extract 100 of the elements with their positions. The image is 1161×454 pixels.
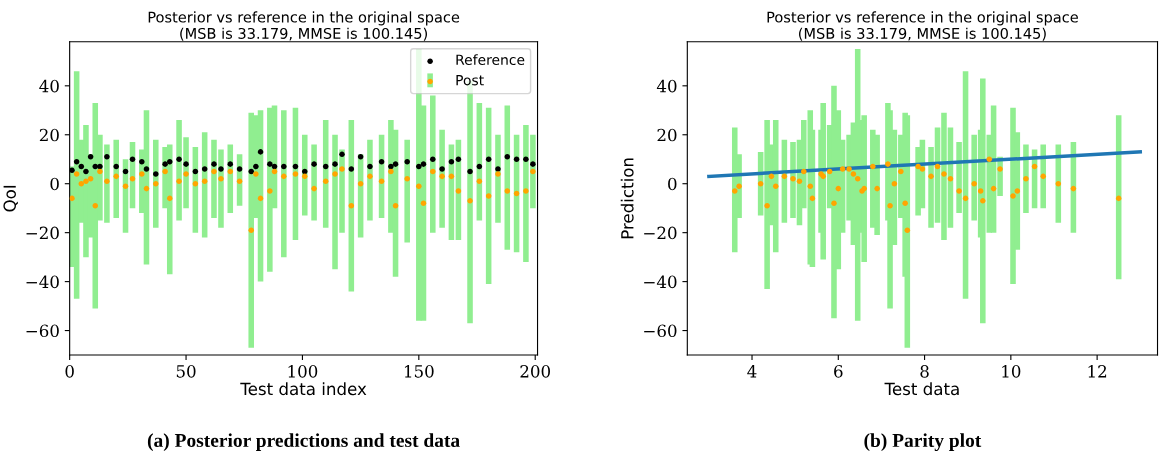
point [928, 173, 934, 180]
point [947, 176, 954, 182]
point [367, 163, 373, 170]
point [887, 202, 893, 209]
x-tick-label: 8 [920, 365, 929, 378]
point [143, 166, 150, 172]
point [113, 163, 119, 170]
x-tick-label: 50 [176, 365, 196, 378]
point [139, 171, 145, 177]
point [253, 171, 259, 177]
point [236, 166, 243, 172]
y-tick-label: 0 [50, 177, 59, 191]
point [455, 188, 462, 194]
point [339, 151, 345, 158]
point [455, 156, 462, 163]
x-tick-label: 0 [65, 365, 74, 378]
point [367, 173, 373, 180]
point [201, 166, 208, 172]
point [854, 176, 861, 182]
point [801, 168, 807, 175]
chart-title: Posterior vs reference in the original space (MSB is 33.179, MMSE is 100.145) [148, 11, 460, 41]
point [153, 180, 159, 187]
point [962, 195, 969, 202]
point [420, 161, 427, 167]
point [339, 166, 345, 172]
point [129, 156, 136, 163]
y-tick-label: −60 [644, 324, 677, 338]
point [176, 156, 182, 163]
point [73, 171, 80, 177]
point [476, 163, 483, 170]
point [495, 171, 501, 177]
x-axis-title: Test data [884, 382, 959, 396]
point [504, 188, 511, 194]
point [1115, 195, 1122, 202]
point [809, 195, 816, 202]
point [73, 158, 80, 165]
point [826, 168, 833, 175]
point [388, 168, 394, 175]
point [772, 183, 779, 189]
point [166, 195, 173, 202]
point [530, 168, 536, 175]
point [332, 171, 338, 177]
point [495, 166, 501, 172]
point [485, 193, 492, 199]
x-tick-label: 150 [404, 365, 434, 378]
point [404, 176, 410, 182]
point [831, 200, 837, 207]
point [218, 176, 224, 182]
y-tick-label: 0 [668, 177, 677, 191]
point [807, 183, 814, 189]
y-tick-label: −20 [26, 226, 59, 240]
point [448, 158, 455, 165]
x-tick-label: 12 [1088, 365, 1107, 378]
point [87, 176, 94, 182]
point [97, 163, 103, 170]
point [281, 173, 287, 180]
point [504, 154, 511, 160]
point [378, 178, 385, 185]
point [201, 178, 208, 185]
point [513, 156, 520, 163]
point [162, 161, 168, 167]
x-tick-label: 10 [1002, 365, 1021, 378]
point [731, 188, 738, 194]
point [292, 163, 299, 170]
point [69, 167, 75, 174]
point [485, 156, 492, 163]
x-axis-title: Test data index [240, 382, 367, 396]
point [113, 173, 119, 180]
point [990, 185, 997, 192]
point [176, 178, 182, 185]
point [850, 171, 857, 177]
chart-title: Posterior vs reference in the original space (MSB is 33.179, MMSE is 100.145) [767, 11, 1078, 41]
point [885, 161, 891, 167]
point [977, 188, 984, 194]
point [211, 161, 217, 167]
point [236, 178, 243, 185]
point [227, 168, 234, 175]
point [898, 168, 904, 175]
point [846, 166, 852, 172]
y-axis-title: Prediction [620, 158, 634, 239]
point [874, 185, 880, 192]
legend-label: Post [456, 75, 484, 86]
point [1070, 185, 1077, 192]
point [796, 178, 803, 185]
point [348, 166, 355, 172]
point [257, 195, 264, 202]
point [139, 158, 145, 165]
point [183, 171, 189, 177]
x-tick-label: 200 [520, 365, 551, 378]
point [997, 166, 1003, 172]
point [332, 161, 338, 167]
y-tick-label: 20 [39, 128, 59, 142]
point [301, 168, 308, 175]
y-tick-label: −40 [644, 275, 677, 289]
point [357, 180, 364, 187]
point [404, 158, 410, 165]
point [919, 166, 926, 172]
point [891, 180, 898, 187]
y-tick-label: 20 [657, 128, 677, 142]
y-tick-label: −40 [26, 275, 59, 289]
